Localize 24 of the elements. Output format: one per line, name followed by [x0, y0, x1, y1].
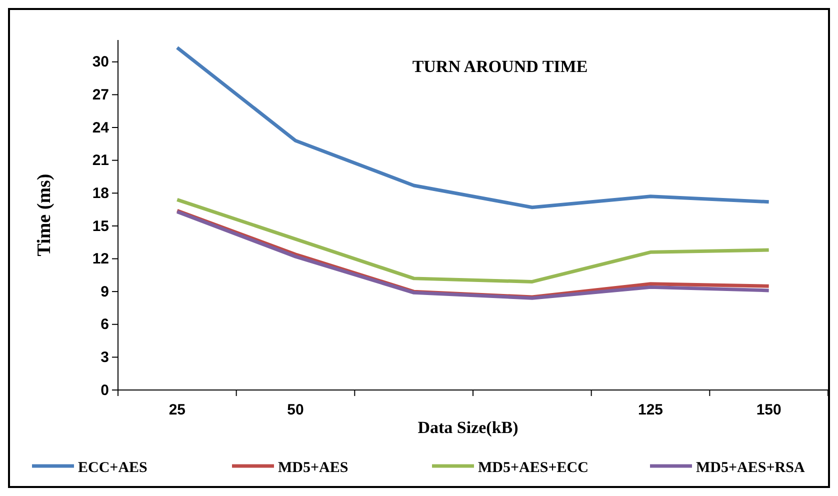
y-axis-title: Time (ms) [34, 174, 55, 256]
y-tick-label: 18 [92, 184, 109, 202]
y-tick-label: 12 [92, 250, 109, 268]
y-tick-label: 27 [92, 86, 109, 104]
legend-label: MD5+AES+RSA [696, 460, 805, 476]
x-tick-label: 50 [287, 402, 304, 419]
legend-label: MD5+AES+ECC [478, 460, 588, 476]
y-tick-label: 9 [100, 283, 109, 300]
y-tick-label: 15 [92, 218, 109, 235]
line-series [175, 198, 771, 284]
y-tick-label: 6 [100, 316, 109, 334]
legend-label: ECC+AES [78, 460, 148, 476]
line-series [175, 46, 771, 210]
legend-label: MD5+AES [278, 460, 348, 476]
y-tick-label: 30 [92, 54, 109, 71]
x-tick-label: 150 [756, 402, 782, 419]
y-tick-label: 24 [92, 119, 110, 136]
y-tick-label: 21 [92, 152, 109, 170]
x-tick-label: 125 [638, 402, 664, 419]
y-tick-label: 0 [100, 382, 109, 399]
y-tick-label: 3 [100, 348, 109, 366]
x-axis-title: Data Size(kB) [418, 418, 518, 437]
text: TURN AROUND TIME [412, 57, 588, 76]
x-tick-label: 25 [168, 402, 186, 419]
